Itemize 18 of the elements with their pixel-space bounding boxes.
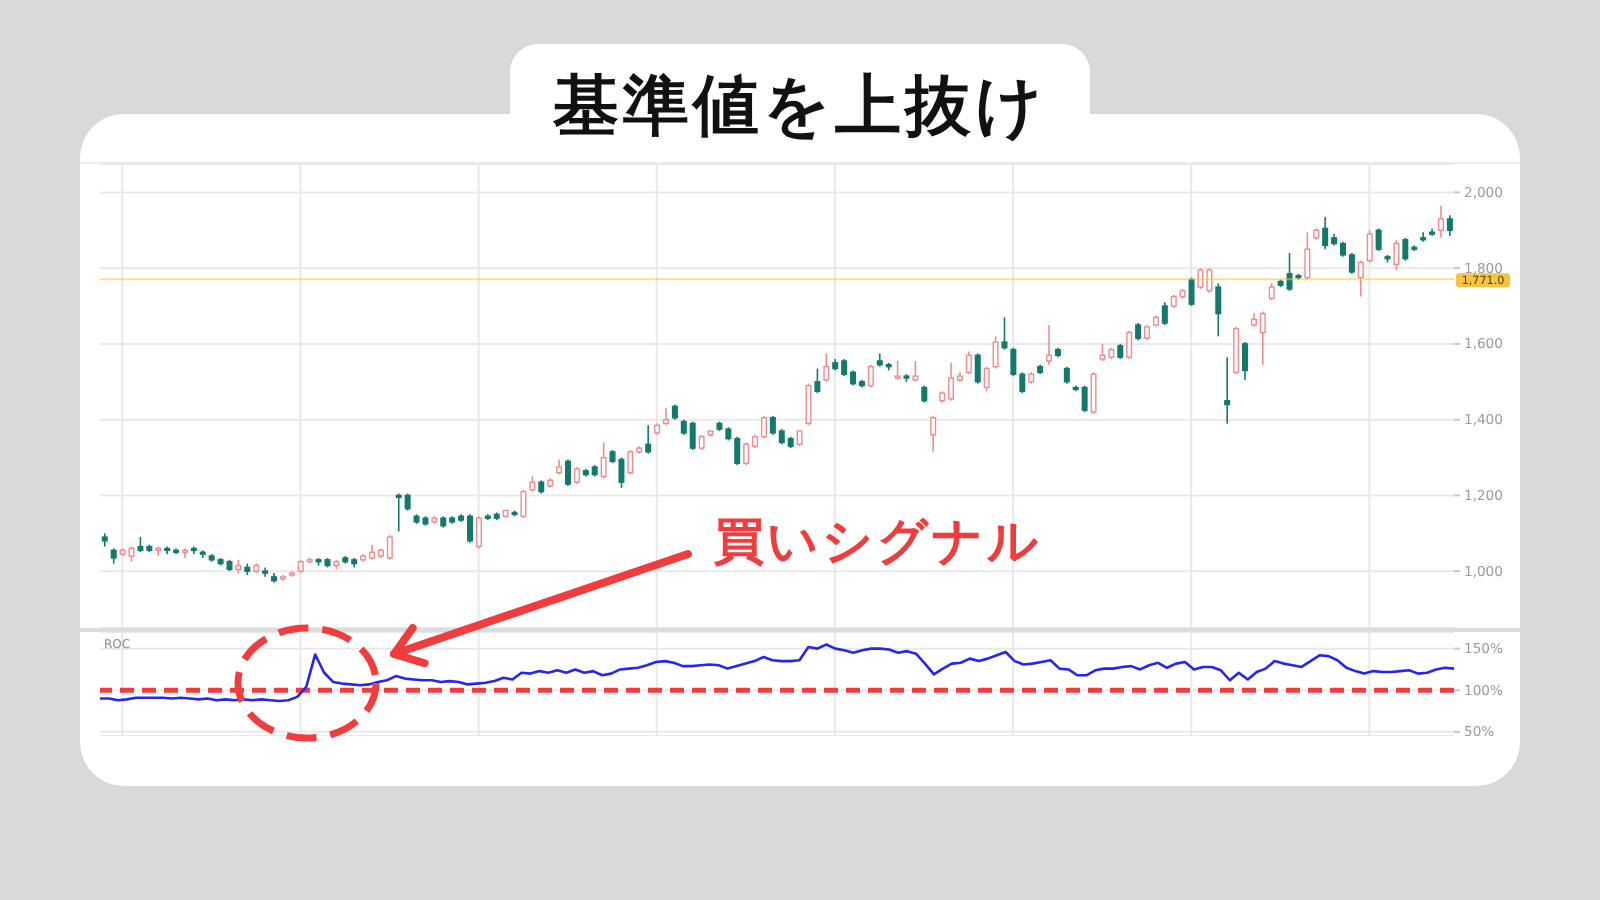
candlestick	[1446, 214, 1453, 237]
line-series	[98, 643, 1456, 703]
annotation: 買いシグナル	[712, 512, 1042, 570]
candlestick	[101, 532, 108, 548]
candlestick	[199, 549, 206, 559]
candlestick	[1322, 216, 1329, 251]
candlestick	[262, 566, 269, 578]
candlestick	[1215, 282, 1222, 338]
candlestick	[181, 547, 188, 559]
candlestick	[1046, 324, 1053, 366]
candlestick	[974, 352, 981, 385]
chart-title: 基準値を上抜け	[510, 44, 1090, 160]
candlestick	[1420, 231, 1427, 243]
candlestick	[1028, 371, 1035, 385]
candlestick	[1437, 204, 1444, 239]
candlestick	[1224, 356, 1231, 425]
candlestick	[556, 458, 563, 476]
candlestick	[271, 572, 278, 584]
